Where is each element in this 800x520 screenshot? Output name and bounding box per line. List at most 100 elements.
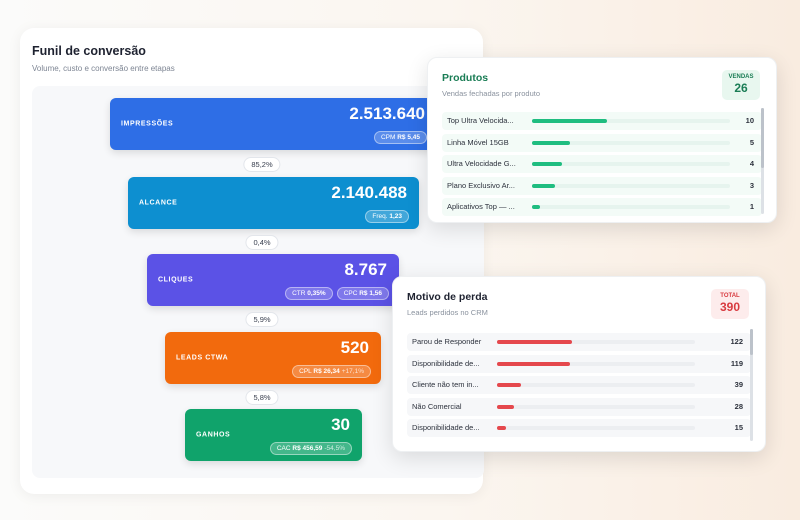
- loss-reason-label: Não Comercial: [412, 401, 462, 411]
- funnel-stage-chips: CAC R$ 456,59 -54,5%: [269, 442, 352, 455]
- metric-chip-label: CTR: [292, 290, 308, 297]
- loss-scrollbar-thumb[interactable]: [750, 329, 753, 355]
- loss-reason-bar: [497, 383, 522, 387]
- funnel-subtitle: Volume, custo e conversão entre etapas: [32, 64, 175, 73]
- product-bar: [532, 140, 570, 145]
- funnel-title: Funil de conversão: [32, 44, 146, 58]
- conversion-rate: 5,8%: [245, 390, 279, 405]
- product-label: Plano Exclusivo Ar...: [447, 180, 515, 190]
- product-row[interactable]: Aplicativos Top — ... 1: [442, 198, 762, 216]
- loss-reason-row[interactable]: Cliente não tem in... 39: [407, 376, 751, 394]
- metric-chip-label: CAC: [276, 445, 293, 452]
- product-row[interactable]: Top Ultra Velocida... 10: [442, 112, 762, 130]
- loss-reason-bar-track: [497, 426, 695, 430]
- product-bar-track: [532, 183, 730, 188]
- loss-scrollbar[interactable]: [750, 329, 753, 441]
- loss-reason-bar: [497, 340, 573, 344]
- metric-chip: Freq. 1,23: [365, 210, 409, 223]
- products-scrollbar-thumb[interactable]: [761, 108, 764, 168]
- sales-total-label: VENDAS: [728, 74, 754, 80]
- metric-chip-delta: +17,1%: [341, 368, 364, 375]
- products-subtitle: Vendas fechadas por produto: [442, 89, 540, 98]
- metric-chip-delta: -54,5%: [324, 445, 345, 452]
- product-bar: [532, 205, 540, 209]
- product-count: 5: [749, 137, 754, 147]
- funnel-card: Funil de conversão Volume, custo e conve…: [20, 28, 484, 494]
- loss-reason-label: Cliente não tem in...: [412, 380, 479, 389]
- metric-chip-label: CPM: [380, 134, 398, 141]
- metric-chip: CPL R$ 26,34 +17,1%: [292, 365, 371, 378]
- funnel-stage-chips: Freq. 1,23: [365, 210, 409, 223]
- product-row[interactable]: Ultra Velocidade G... 4: [442, 155, 762, 173]
- metric-chip: CPC R$ 1,56: [336, 287, 389, 300]
- loss-reason-label: Disponibilidade de...: [412, 358, 480, 368]
- funnel-stage-chips: CPL R$ 26,34 +17,1%: [292, 365, 371, 378]
- funnel-stage-name: LEADS CTWA: [176, 354, 229, 362]
- sales-total-value: 26: [734, 81, 748, 95]
- loss-reason-label: Disponibilidade de...: [412, 423, 480, 432]
- product-count: 1: [749, 202, 754, 211]
- loss-reason-bar: [497, 404, 515, 409]
- loss-reason-row[interactable]: Disponibilidade de... 119: [407, 354, 751, 373]
- loss-reason-bar-track: [497, 383, 695, 387]
- funnel-stage: GANHOS 30 CAC R$ 456,59 -54,5%: [185, 409, 362, 461]
- loss-reason-count: 119: [730, 358, 743, 368]
- loss-reason-bar: [497, 426, 507, 430]
- loss-total-badge: TOTAL 390: [711, 289, 749, 319]
- funnel-stage-name: CLIQUES: [158, 276, 194, 284]
- products-card: Produtos Vendas fechadas por produto VEN…: [427, 57, 777, 223]
- funnel-stage: ALCANCE 2.140.488 Freq. 1,23: [128, 177, 419, 229]
- product-label: Top Ultra Velocida...: [447, 116, 514, 125]
- loss-reason-bar-track: [497, 404, 695, 409]
- metric-chip-value: R$ 5,45: [397, 134, 420, 141]
- products-scrollbar[interactable]: [761, 108, 764, 214]
- product-count: 4: [749, 159, 754, 168]
- loss-total-label: TOTAL: [720, 293, 740, 299]
- loss-reason-bar: [497, 361, 571, 366]
- loss-reason-row[interactable]: Não Comercial 28: [407, 397, 751, 416]
- sales-total-badge: VENDAS 26: [722, 70, 760, 100]
- funnel-stage-name: GANHOS: [196, 431, 231, 439]
- metric-chip-label: CPC: [343, 290, 360, 297]
- product-label: Aplicativos Top — ...: [447, 202, 515, 211]
- loss-reasons-subtitle: Leads perdidos no CRM: [407, 308, 488, 317]
- loss-reason-bar-track: [497, 340, 695, 344]
- product-bar-track: [532, 119, 730, 123]
- funnel-stage-value: 520: [340, 338, 369, 357]
- product-count: 3: [749, 180, 754, 190]
- products-list: Top Ultra Velocida... 10 Linha Móvel 15GB 5…: [442, 112, 762, 220]
- loss-reason-count: 122: [730, 337, 743, 346]
- funnel-stage: IMPRESSÕES 2.513.640 CPM R$ 5,45: [110, 98, 437, 150]
- loss-reason-row[interactable]: Disponibilidade de... 15: [407, 419, 751, 437]
- loss-reason-count: 15: [734, 423, 743, 432]
- product-row[interactable]: Linha Móvel 15GB 5: [442, 133, 762, 152]
- loss-reasons-list: Parou de Responder 122 Disponibilidade de.…: [407, 333, 751, 441]
- funnel-stage-value: 8.767: [344, 260, 387, 279]
- metric-chip-label: CPL: [299, 368, 314, 375]
- metric-chip-value: R$ 1,56: [359, 290, 382, 297]
- metric-chip-value: R$ 26,34: [313, 368, 340, 375]
- funnel-stage: CLIQUES 8.767 CTR 0,35% CPC R$ 1,56: [147, 254, 399, 306]
- conversion-rate: 5,9%: [245, 312, 279, 327]
- products-title: Produtos: [442, 72, 489, 84]
- product-label: Linha Móvel 15GB: [447, 137, 509, 147]
- product-bar-track: [532, 140, 730, 145]
- product-bar-track: [532, 162, 730, 166]
- metric-chip-label: Freq.: [372, 213, 390, 220]
- metric-chip-value: 0,35%: [307, 290, 326, 297]
- funnel-stage-name: IMPRESSÕES: [121, 120, 174, 128]
- funnel-area: IMPRESSÕES 2.513.640 CPM R$ 5,45 ALCANCE 2.1…: [32, 86, 484, 478]
- loss-reason-count: 28: [734, 401, 743, 411]
- product-row[interactable]: Plano Exclusivo Ar... 3: [442, 176, 762, 195]
- product-label: Ultra Velocidade G...: [447, 159, 516, 168]
- metric-chip: CPM R$ 5,45: [373, 131, 427, 144]
- funnel-stage-value: 2.513.640: [349, 104, 425, 123]
- loss-reason-count: 39: [734, 380, 743, 389]
- metric-chip-value: R$ 456,59: [292, 445, 323, 452]
- funnel-stage-chips: CTR 0,35% CPC R$ 1,56: [285, 287, 389, 300]
- metric-chip: CAC R$ 456,59 -54,5%: [269, 442, 352, 455]
- loss-reason-row[interactable]: Parou de Responder 122: [407, 333, 751, 351]
- product-bar: [532, 119, 608, 123]
- product-count: 10: [745, 116, 754, 125]
- loss-total-value: 390: [719, 300, 741, 314]
